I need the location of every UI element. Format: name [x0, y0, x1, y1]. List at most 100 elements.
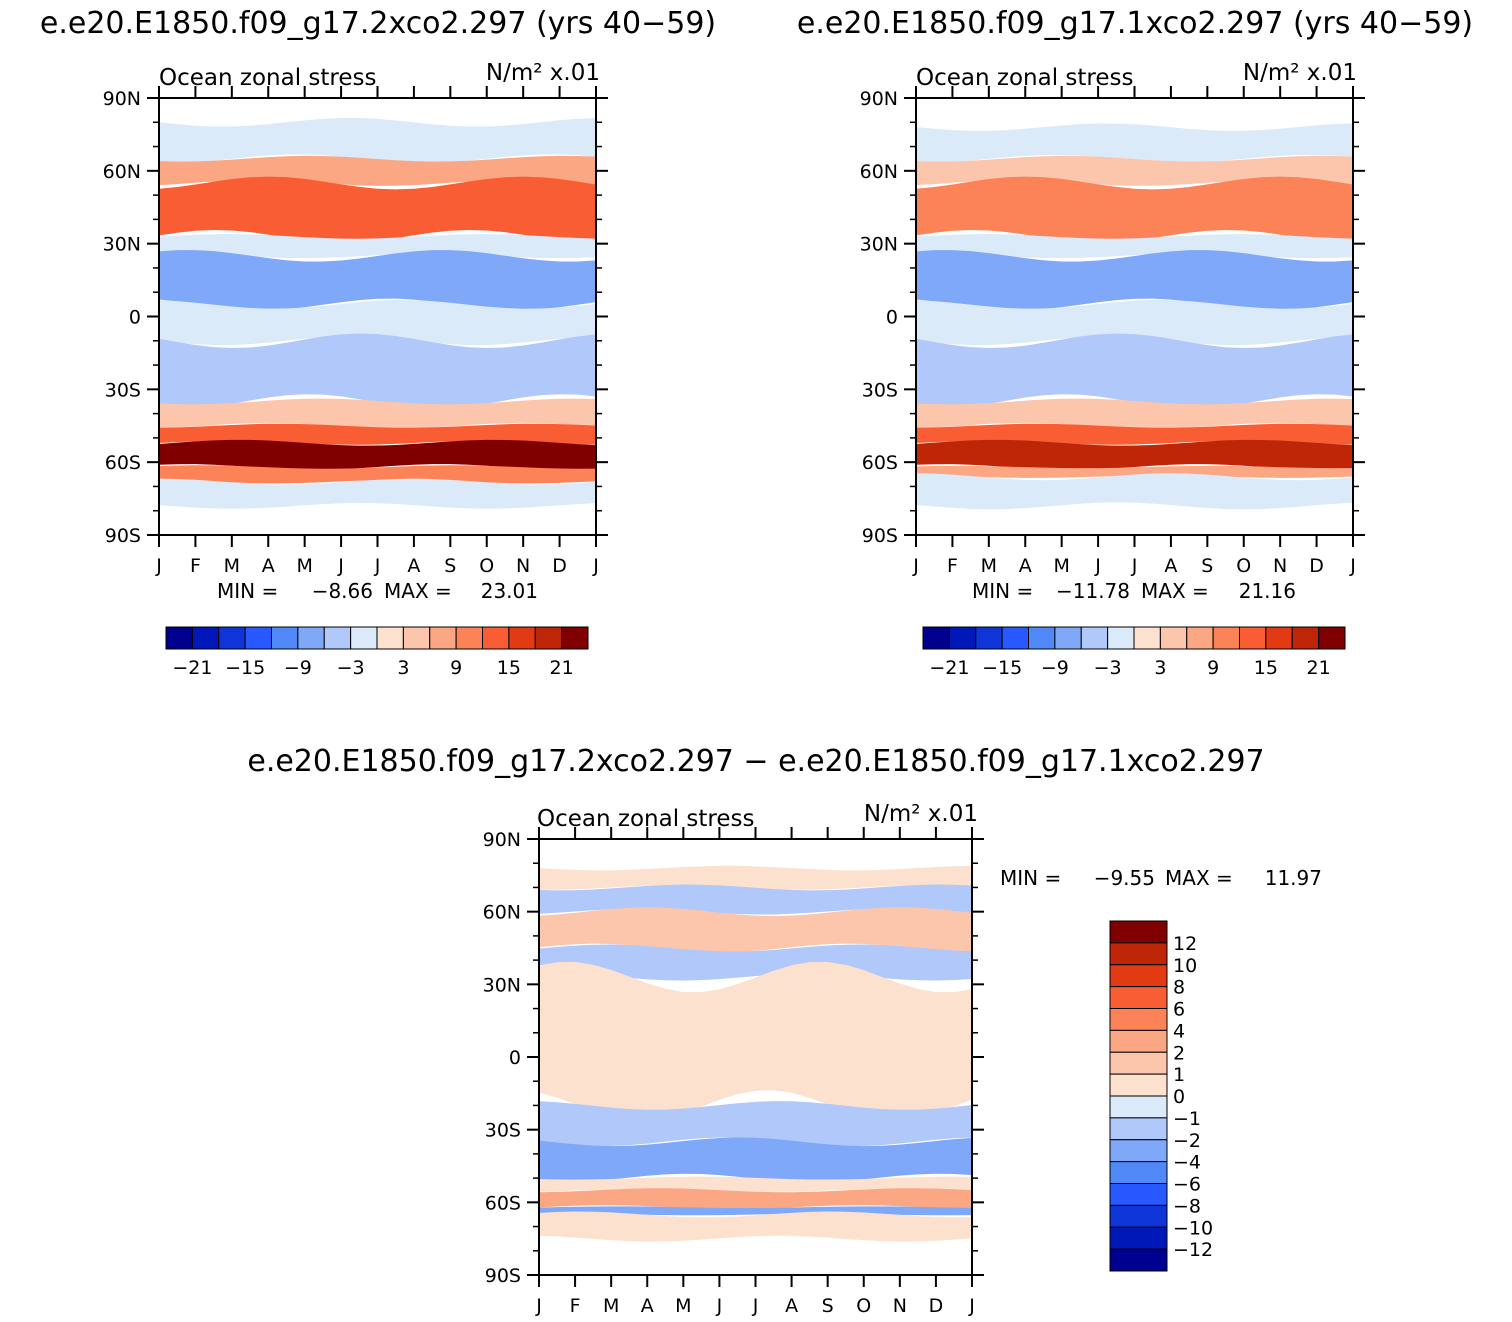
panel-3-colorbar-box — [1109, 1095, 1168, 1119]
panel-2-contour-band — [916, 439, 1353, 470]
panel-3-xtick-oct: O — [856, 1295, 871, 1317]
panel-3-colorbar-label: −4 — [1173, 1152, 1201, 1174]
panel-1-colorbar-box — [376, 626, 404, 650]
panel-3-ytick-30s: 30S — [485, 1120, 521, 1142]
panel-1-ytick-60s: 60S — [105, 452, 141, 474]
panel-1-contour-field — [159, 117, 596, 509]
panel-3-xtick-apr: A — [641, 1295, 654, 1317]
panel-2-xtick-sep: S — [1201, 555, 1213, 577]
panel-3-contour-band — [539, 884, 972, 915]
panel-2-contour-band — [916, 250, 1353, 311]
panel-2-ytick-90n: 90N — [860, 88, 898, 110]
panel-3-contour-band — [539, 961, 972, 1121]
panel-3-xtick-sep: S — [822, 1295, 834, 1317]
panel-3-colorbar-box — [1109, 1008, 1168, 1031]
panel-2-contour-band — [916, 176, 1353, 243]
panel-2-ytick-eq: 0 — [886, 307, 898, 329]
panel-3-colorbar-box — [1109, 964, 1168, 988]
panel-1-ytick-30n: 30N — [103, 234, 141, 256]
panel-1-xtick-jan-end: J — [592, 555, 599, 577]
panel-3-colorbar-label: 12 — [1173, 933, 1197, 955]
panel-1-contour-band — [159, 117, 596, 163]
panel-2-contour-band — [916, 398, 1353, 429]
panel-3-xtick-dec: D — [929, 1295, 944, 1317]
panel-1-xtick-may: M — [296, 555, 312, 577]
panel-2-colorbar-label: 15 — [1254, 657, 1278, 679]
panel-3-colorbar: 12 10 8 6 4 2 1 0 −1 −2 −4 −6 −8 −10 −12 — [1109, 920, 1213, 1272]
panel-3-colorbar-box — [1109, 1051, 1168, 1075]
panel-1-xtick-dec: D — [552, 555, 567, 577]
panel-3-ytick-60s: 60S — [485, 1192, 521, 1214]
panel-1-colorbar-box — [534, 626, 563, 650]
panel-3-colorbar-box — [1109, 920, 1168, 944]
panel-1-colorbar-box — [323, 626, 352, 650]
panel-2-colorbar-box — [1159, 626, 1188, 650]
panel-1-min-value: −8.66 — [312, 579, 373, 603]
panel-3-xtick-jul: J — [752, 1295, 759, 1317]
panel-3-contour-band — [539, 865, 972, 890]
panel-3-colorbar-box — [1109, 1248, 1168, 1272]
panel-1-max-value: 23.01 — [481, 579, 538, 603]
panel-1-contour-band — [159, 439, 596, 470]
panel-3-colorbar-label: 2 — [1173, 1042, 1185, 1064]
panel-3-contour-band — [539, 1188, 972, 1210]
panel-2-colorbar-box — [1133, 626, 1161, 650]
panel-3-xtick-jan: J — [535, 1295, 542, 1317]
panel-2-colorbar-label: −15 — [982, 657, 1022, 679]
panel-2-xtick-apr: A — [1019, 555, 1032, 577]
panel-3-colorbar-box — [1109, 942, 1168, 966]
panel-2-xtick-oct: O — [1236, 555, 1251, 577]
panel-1-units-label: N/m² x.01 — [486, 60, 600, 86]
panel-1-xtick-aug: A — [407, 555, 420, 577]
panel-2-xtick-jan: J — [912, 555, 919, 577]
panel-1-xtick-apr: A — [262, 555, 275, 577]
panel-1-colorbar-box — [191, 626, 220, 650]
panel-1-xtick-jul: J — [374, 555, 381, 577]
panel-2-max-value: 21.16 — [1239, 579, 1296, 603]
panel-3-max-value: 11.97 — [1265, 866, 1322, 890]
panel-2-colorbar-label: 3 — [1154, 657, 1166, 679]
panel-2-colorbar-box — [1212, 626, 1240, 650]
panel-3-xtick-jan-end: J — [968, 1295, 975, 1317]
panel-3-colorbar-label: 8 — [1173, 977, 1185, 999]
panel-3-colorbar-label: −1 — [1173, 1108, 1201, 1130]
panel-2-colorbar-box — [975, 626, 1003, 650]
panel-3-colorbar-label: −12 — [1173, 1239, 1213, 1261]
panel-2-colorbar-box — [1054, 626, 1082, 650]
panel-1-colorbar-box — [271, 626, 299, 650]
panel-1-contour-band — [159, 423, 596, 445]
panel-2-colorbar-label: −21 — [929, 657, 969, 679]
panel-2-colorbar-label: 9 — [1207, 657, 1219, 679]
panel-3-title: e.e20.E1850.f09_g17.2xco2.297 − e.e20.E1… — [247, 744, 1264, 779]
panel-1-colorbar-box — [561, 626, 589, 650]
panel-1-max-label: MAX = — [384, 579, 452, 603]
panel-3-colorbar-label: 6 — [1173, 999, 1185, 1021]
panel-3-colorbar-box — [1109, 1226, 1168, 1250]
panel-2-xtick-nov: N — [1273, 555, 1287, 577]
panel-3-units-label: N/m² x.01 — [864, 801, 978, 827]
panel-3-xtick-aug: A — [785, 1295, 798, 1317]
panel-1-colorbar-box — [429, 626, 457, 650]
panel-1-colorbar-box — [165, 626, 193, 650]
panel-1: e.e20.E1850.f09_g17.2xco2.297 (yrs 40−59… — [40, 6, 716, 679]
panel-1-contour-band — [159, 333, 596, 409]
panel-3-colorbar-box — [1109, 1117, 1168, 1141]
panel-2-ytick-90s: 90S — [862, 525, 898, 547]
panel-2-ytick-60n: 60N — [860, 161, 898, 183]
panel-1-colorbar-label: −15 — [225, 657, 265, 679]
panel-1-colorbar-label: 15 — [497, 657, 521, 679]
panel-1-colorbar-box — [508, 626, 536, 650]
panel-1-colorbar-label: −9 — [284, 657, 312, 679]
panel-2: e.e20.E1850.f09_g17.1xco2.297 (yrs 40−59… — [797, 6, 1473, 679]
panel-2-colorbar-box — [1001, 626, 1029, 650]
panel-1-contour-band — [159, 398, 596, 429]
panel-1-colorbar-box — [482, 626, 510, 650]
panel-2-xtick-mar: M — [981, 555, 997, 577]
panel-2-contour-field — [916, 123, 1353, 510]
panel-2-contour-band — [916, 465, 1353, 478]
panel-2-contour-band — [916, 423, 1353, 445]
panel-2-min-value: −11.78 — [1056, 579, 1130, 603]
panel-1-colorbar-box — [402, 626, 431, 650]
panel-1-ytick-30s: 30S — [105, 379, 141, 401]
